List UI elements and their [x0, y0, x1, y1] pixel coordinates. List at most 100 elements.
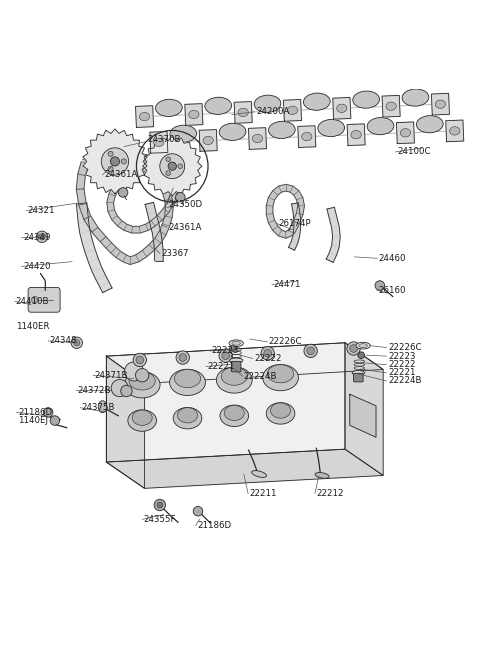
- Ellipse shape: [132, 410, 152, 425]
- Polygon shape: [199, 130, 217, 151]
- Text: 24375B: 24375B: [82, 403, 115, 412]
- Circle shape: [347, 342, 360, 355]
- Polygon shape: [288, 203, 300, 250]
- Polygon shape: [107, 343, 345, 462]
- Text: 24410B: 24410B: [16, 297, 49, 306]
- Ellipse shape: [178, 407, 198, 423]
- Circle shape: [43, 407, 53, 417]
- Ellipse shape: [216, 367, 252, 393]
- Circle shape: [176, 351, 190, 364]
- Ellipse shape: [271, 403, 290, 418]
- Text: 22211: 22211: [250, 489, 277, 498]
- Text: 22224B: 22224B: [388, 377, 421, 385]
- Polygon shape: [234, 102, 252, 123]
- FancyBboxPatch shape: [231, 362, 241, 372]
- Circle shape: [178, 164, 182, 168]
- Polygon shape: [432, 93, 449, 115]
- Text: 24321: 24321: [28, 206, 55, 215]
- Polygon shape: [76, 203, 112, 293]
- Ellipse shape: [169, 369, 205, 396]
- Polygon shape: [107, 343, 383, 383]
- Circle shape: [229, 345, 235, 351]
- Ellipse shape: [353, 91, 380, 108]
- Text: 23367: 23367: [161, 249, 189, 258]
- Ellipse shape: [435, 100, 445, 108]
- Circle shape: [121, 159, 126, 164]
- Text: 24200A: 24200A: [257, 107, 290, 117]
- Circle shape: [261, 346, 275, 360]
- Ellipse shape: [450, 126, 460, 135]
- Circle shape: [39, 234, 45, 240]
- Ellipse shape: [128, 410, 156, 431]
- Circle shape: [358, 352, 364, 358]
- Circle shape: [120, 385, 132, 397]
- Ellipse shape: [156, 100, 182, 117]
- Ellipse shape: [189, 110, 199, 119]
- Polygon shape: [135, 105, 154, 128]
- Ellipse shape: [229, 358, 243, 363]
- Text: 26160: 26160: [378, 286, 406, 295]
- Polygon shape: [107, 154, 178, 233]
- Polygon shape: [347, 124, 365, 145]
- Text: 24370B: 24370B: [147, 136, 180, 145]
- Text: 24371B: 24371B: [95, 371, 128, 380]
- Circle shape: [264, 350, 272, 357]
- Ellipse shape: [303, 93, 330, 110]
- Circle shape: [71, 337, 83, 348]
- Text: 22223: 22223: [211, 346, 239, 356]
- Text: 24372B: 24372B: [78, 386, 111, 395]
- Ellipse shape: [266, 403, 295, 424]
- Ellipse shape: [203, 136, 213, 145]
- Ellipse shape: [220, 405, 249, 426]
- Ellipse shape: [417, 116, 443, 133]
- Circle shape: [219, 349, 232, 362]
- Text: 22221: 22221: [207, 362, 235, 371]
- Polygon shape: [83, 129, 147, 194]
- Circle shape: [350, 345, 358, 352]
- Polygon shape: [298, 126, 316, 147]
- Text: 24471: 24471: [274, 280, 301, 289]
- Circle shape: [133, 353, 146, 367]
- Polygon shape: [284, 100, 301, 121]
- Text: 22226C: 22226C: [269, 337, 302, 346]
- Ellipse shape: [367, 117, 394, 135]
- Circle shape: [135, 369, 149, 382]
- Ellipse shape: [352, 371, 364, 375]
- Circle shape: [166, 157, 170, 162]
- Circle shape: [118, 188, 128, 197]
- Circle shape: [36, 231, 48, 242]
- Ellipse shape: [254, 95, 281, 113]
- Circle shape: [108, 151, 113, 157]
- Circle shape: [111, 379, 128, 397]
- Polygon shape: [326, 207, 340, 262]
- Circle shape: [166, 171, 170, 176]
- Ellipse shape: [301, 132, 312, 141]
- Text: 22212: 22212: [316, 489, 344, 498]
- Polygon shape: [396, 122, 414, 143]
- Ellipse shape: [359, 344, 367, 348]
- Text: 1140EJ: 1140EJ: [18, 416, 48, 425]
- Text: 24361A: 24361A: [104, 170, 137, 179]
- Ellipse shape: [351, 130, 361, 139]
- Polygon shape: [382, 96, 400, 117]
- Polygon shape: [333, 98, 351, 119]
- Ellipse shape: [400, 128, 410, 137]
- Ellipse shape: [318, 119, 345, 137]
- Polygon shape: [266, 184, 304, 238]
- Ellipse shape: [232, 341, 240, 345]
- Ellipse shape: [224, 405, 244, 421]
- Circle shape: [179, 354, 187, 362]
- Circle shape: [124, 362, 144, 381]
- Text: 24355F: 24355F: [144, 515, 176, 524]
- Ellipse shape: [129, 372, 156, 390]
- Ellipse shape: [263, 364, 299, 391]
- Text: 24349: 24349: [23, 233, 50, 242]
- Circle shape: [108, 166, 113, 172]
- Circle shape: [375, 281, 384, 290]
- Ellipse shape: [238, 108, 248, 117]
- Ellipse shape: [336, 104, 347, 113]
- Ellipse shape: [173, 407, 202, 429]
- Polygon shape: [249, 128, 266, 149]
- Ellipse shape: [252, 470, 266, 477]
- Circle shape: [32, 297, 38, 303]
